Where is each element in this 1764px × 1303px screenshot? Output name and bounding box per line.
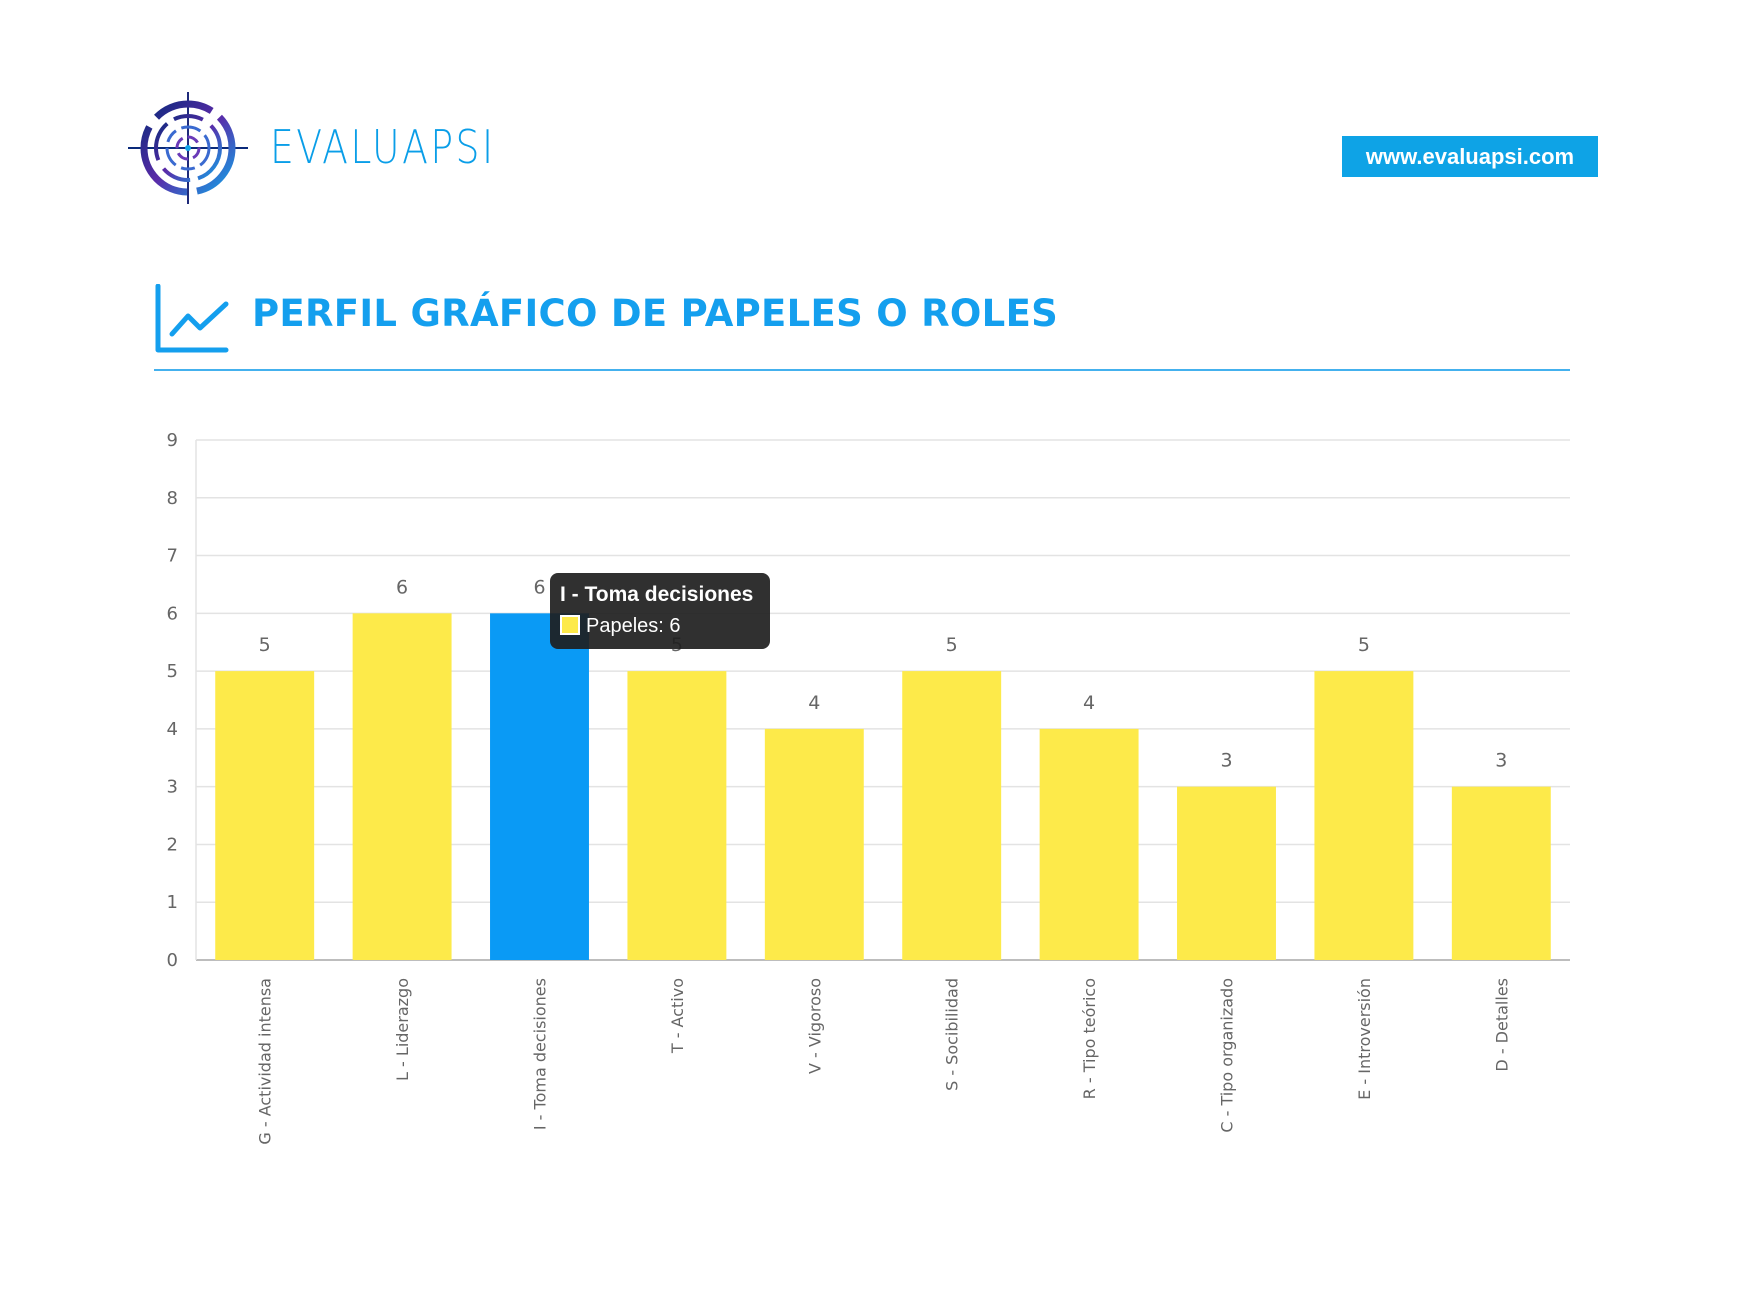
y-tick-label: 5 <box>167 661 178 682</box>
category-label: D - Detalles <box>1492 978 1511 1072</box>
category-label: C - Tipo organizado <box>1218 978 1237 1133</box>
y-tick-label: 2 <box>167 834 178 855</box>
bar <box>352 613 452 960</box>
brand-name: EVALUAPSI <box>270 120 496 174</box>
line-chart-icon <box>154 283 234 356</box>
bar <box>1177 786 1276 960</box>
y-tick-label: 6 <box>167 603 178 624</box>
bar <box>1039 728 1139 960</box>
website-link[interactable]: www.evaluapsi.com <box>1342 136 1598 177</box>
category-label: G - Actividad intensa <box>256 978 275 1145</box>
data-label: 4 <box>1083 692 1095 714</box>
category-label: E - Introversión <box>1355 978 1374 1100</box>
data-label: 5 <box>259 634 271 656</box>
bar <box>902 671 1002 960</box>
chart-labels: 0 1 2 3 4 5 6 7 8 9 5 G - Actividad intensa 6 L - Lid… <box>167 430 1512 1145</box>
category-label: V - Vigoroso <box>805 978 824 1074</box>
chart-bars <box>215 613 1551 960</box>
data-label: 5 <box>946 634 958 656</box>
data-label: 6 <box>533 576 545 598</box>
bar <box>1451 786 1551 960</box>
category-label: R - Tipo teórico <box>1080 978 1099 1099</box>
y-tick-label: 7 <box>167 546 178 567</box>
y-tick-label: 3 <box>167 777 178 798</box>
y-tick-label: 9 <box>167 430 178 451</box>
bar <box>490 613 589 960</box>
data-label: 3 <box>1220 750 1232 772</box>
bar <box>1314 671 1414 960</box>
bar <box>627 671 727 960</box>
brand-logo <box>128 92 478 204</box>
data-label: 6 <box>396 576 408 598</box>
data-label: 4 <box>808 692 820 714</box>
tooltip-body: Papeles: 6 <box>586 615 681 637</box>
tooltip-title: I - Toma decisiones <box>560 583 754 606</box>
tooltip-swatch <box>560 615 580 635</box>
chart-tooltip: I - Toma decisiones Papeles: 6 <box>550 573 770 649</box>
y-tick-label: 0 <box>167 950 178 971</box>
bar <box>215 671 315 960</box>
category-label: L - Liderazgo <box>393 978 412 1081</box>
category-label: T - Activo <box>668 978 687 1054</box>
title-divider <box>154 369 1570 371</box>
section-title: PERFIL GRÁFICO DE PAPELES O ROLES <box>252 292 1059 335</box>
category-label: S - Socibilidad <box>943 978 962 1091</box>
target-logo-icon <box>128 92 248 204</box>
y-tick-label: 8 <box>167 488 178 509</box>
category-label: I - Toma decisiones <box>531 978 550 1130</box>
bar <box>764 728 864 960</box>
y-tick-label: 4 <box>167 719 178 740</box>
data-label: 5 <box>1358 634 1370 656</box>
y-tick-label: 1 <box>167 892 178 913</box>
data-label: 3 <box>1495 750 1507 772</box>
